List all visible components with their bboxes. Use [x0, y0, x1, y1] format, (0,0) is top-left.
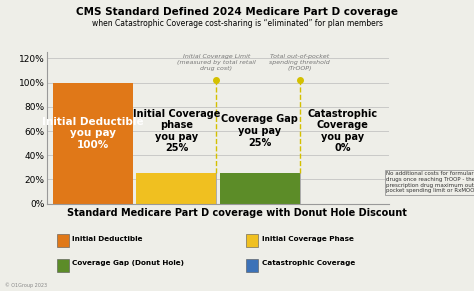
Text: Initial Coverage Limit
(measured by total retail
drug cost): Initial Coverage Limit (measured by tota… — [177, 54, 256, 71]
Text: Initial Coverage
phase
you pay
25%: Initial Coverage phase you pay 25% — [133, 109, 220, 153]
Text: Initial Deductible: Initial Deductible — [72, 236, 143, 242]
Text: Catastrophic
Coverage
you pay
0%: Catastrophic Coverage you pay 0% — [308, 109, 378, 153]
Bar — [220, 173, 300, 204]
Text: © O1Group 2023: © O1Group 2023 — [5, 283, 47, 288]
Text: Coverage Gap
you pay
25%: Coverage Gap you pay 25% — [221, 114, 298, 148]
Text: Standard Medicare Part D coverage with Donut Hole Discount: Standard Medicare Part D coverage with D… — [67, 208, 407, 218]
Bar — [137, 173, 216, 204]
Text: No additional costs for formulary
drugs once reaching TrOOP - the
prescription d: No additional costs for formulary drugs … — [386, 171, 474, 194]
Text: Initial Coverage Phase: Initial Coverage Phase — [262, 236, 354, 242]
Text: Catastrophic Coverage: Catastrophic Coverage — [262, 260, 355, 266]
Bar — [53, 83, 133, 204]
Text: CMS Standard Defined 2024 Medicare Part D coverage: CMS Standard Defined 2024 Medicare Part … — [76, 7, 398, 17]
Text: Total out-of-pocket
spending threshold
(TrOOP): Total out-of-pocket spending threshold (… — [269, 54, 330, 71]
Text: Initial Deductible
you pay
100%: Initial Deductible you pay 100% — [42, 117, 144, 150]
Text: Coverage Gap (Donut Hole): Coverage Gap (Donut Hole) — [72, 260, 184, 266]
Text: when Catastrophic Coverage cost-sharing is “eliminated” for plan members: when Catastrophic Coverage cost-sharing … — [91, 19, 383, 28]
